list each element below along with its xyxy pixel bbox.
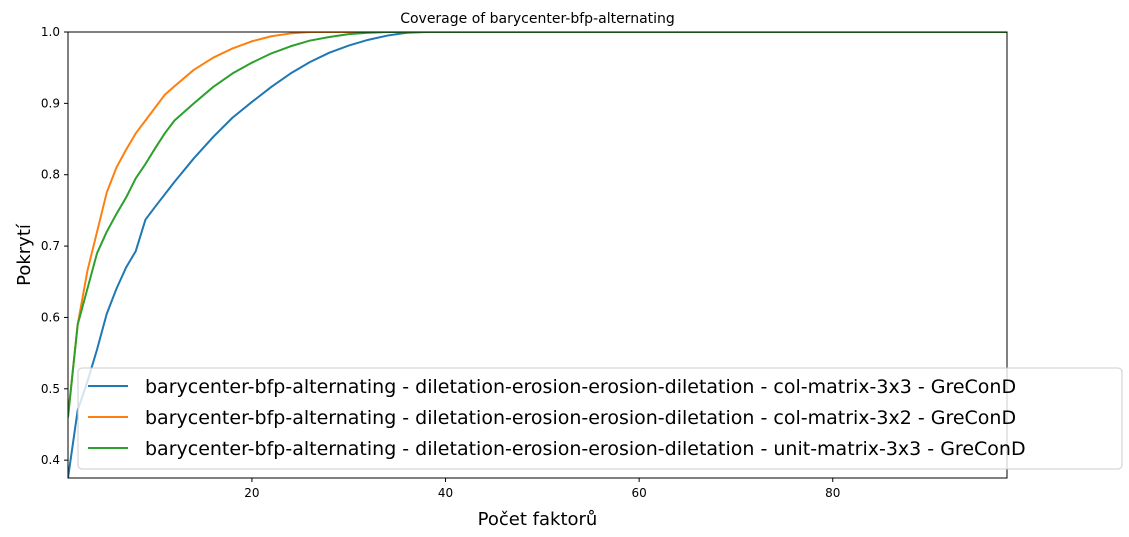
lines-layer	[68, 32, 1007, 478]
legend-entries: barycenter-bfp-alternating - diletation-…	[88, 376, 1026, 460]
y-axis-label: Pokrytí	[14, 223, 35, 286]
legend-box	[77, 367, 1123, 470]
y-tick-label: 0.9	[41, 96, 60, 110]
y-tick-label: 0.4	[41, 453, 60, 467]
y-tick-label: 0.7	[41, 239, 60, 253]
x-tick-label: 40	[438, 486, 453, 500]
legend-label-1: barycenter-bfp-alternating - diletation-…	[145, 376, 1016, 398]
chart-title: Coverage of barycenter-bfp-alternating	[400, 11, 675, 27]
x-tick-label: 20	[244, 486, 259, 500]
y-tick-label: 0.8	[41, 168, 60, 182]
plot-frame	[67, 31, 1008, 479]
series-line-1	[68, 32, 1007, 478]
legend: barycenter-bfp-alternating - diletation-…	[77, 367, 1123, 470]
x-axis-label: Počet faktorů	[478, 509, 598, 530]
series-line-2	[68, 32, 1007, 417]
series-line-3	[68, 32, 1007, 418]
y-tick-label: 0.6	[41, 310, 60, 324]
x-tick-label: 60	[632, 486, 647, 500]
legend-label-2: barycenter-bfp-alternating - diletation-…	[145, 407, 1016, 429]
y-tick-label: 1.0	[41, 25, 60, 39]
x-tick-label: 80	[825, 486, 840, 500]
y-tick-label: 0.5	[41, 382, 60, 396]
legend-label-3: barycenter-bfp-alternating - diletation-…	[145, 438, 1026, 460]
ticks-layer: 20 40 60 80 0.4 0.5 0.6 0.7 0.8 0.9 1.0	[41, 25, 840, 500]
